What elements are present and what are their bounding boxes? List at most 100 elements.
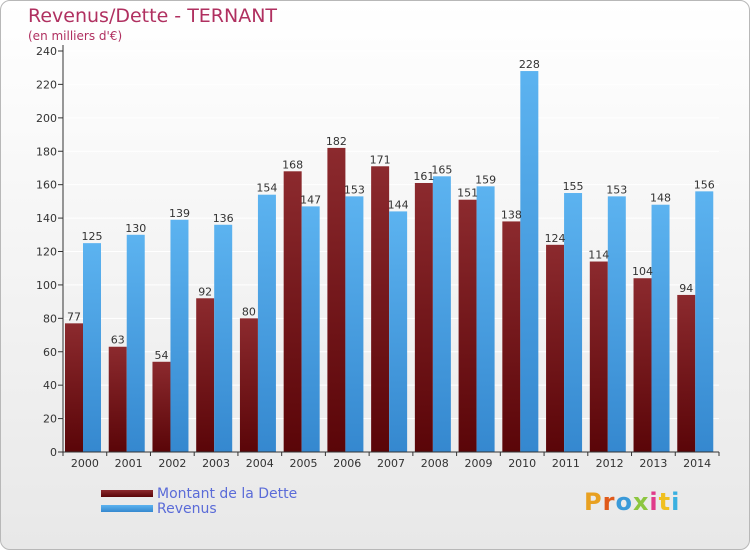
data-label-revenus: 148 [650, 192, 671, 205]
logo-letter: i [649, 488, 659, 516]
x-tick-label: 2003 [202, 457, 230, 470]
bar-revenus [126, 234, 145, 452]
data-label-revenus: 153 [606, 183, 627, 196]
data-label-debt: 114 [588, 249, 609, 262]
bar-revenus [432, 176, 451, 452]
logo-letter: i [671, 488, 681, 516]
data-label-revenus: 147 [300, 193, 321, 206]
data-label-debt: 168 [282, 158, 303, 171]
logo-letter: P [584, 488, 603, 516]
bar-debt [502, 221, 521, 452]
bar-debt [589, 261, 608, 452]
x-tick-label: 2004 [246, 457, 274, 470]
x-tick-label: 2007 [377, 457, 405, 470]
y-tick-label: 120 [36, 246, 57, 259]
bar-debt [371, 166, 390, 452]
data-label-revenus: 139 [169, 207, 190, 220]
data-label-debt: 161 [413, 170, 434, 183]
data-label-revenus: 228 [519, 58, 540, 71]
data-label-revenus: 153 [344, 183, 365, 196]
data-label-debt: 92 [198, 285, 212, 298]
data-label-debt: 54 [154, 349, 168, 362]
data-label-debt: 80 [242, 305, 256, 318]
x-tick-label: 2000 [71, 457, 99, 470]
bar-debt [458, 199, 477, 452]
y-tick-label: 140 [36, 212, 57, 225]
y-tick-label: 240 [36, 45, 57, 58]
bar-revenus [257, 194, 276, 453]
data-label-debt: 94 [679, 282, 693, 295]
logo-letter: r [602, 488, 616, 516]
data-label-debt: 182 [326, 135, 347, 148]
x-tick-label: 2013 [639, 457, 667, 470]
bar-revenus [607, 196, 626, 452]
data-label-revenus: 136 [213, 212, 234, 225]
bar-debt [239, 318, 258, 452]
data-label-revenus: 144 [388, 198, 409, 211]
x-tick-label: 2001 [115, 457, 143, 470]
y-tick-label: 200 [36, 112, 57, 125]
bar-debt [196, 298, 215, 452]
bar-debt [546, 244, 565, 452]
logo-letter: x [632, 488, 650, 516]
x-tick-label: 2005 [290, 457, 318, 470]
bar-debt [677, 294, 696, 452]
bar-debt [65, 323, 83, 452]
bar-debt [283, 171, 302, 453]
y-tick-label: 40 [43, 379, 57, 392]
logo-letter: t [658, 488, 672, 516]
data-label-revenus: 159 [475, 173, 496, 186]
bar-revenus [214, 224, 233, 452]
chart-title: Revenus/Dette - TERNANT [28, 5, 278, 27]
bar-revenus [389, 211, 408, 452]
legend-label-debt: Montant de la Dette [157, 486, 298, 502]
y-tick-label: 60 [43, 346, 57, 359]
bar-debt [108, 346, 127, 452]
y-tick-label: 100 [36, 279, 57, 292]
logo-letter: o [615, 488, 633, 516]
data-label-debt: 124 [545, 232, 566, 245]
data-label-debt: 63 [111, 334, 125, 347]
legend-swatch-debt [101, 490, 153, 497]
data-label-revenus: 165 [431, 163, 452, 176]
y-tick-label: 180 [36, 145, 57, 158]
bar-revenus [520, 71, 539, 453]
y-tick-label: 20 [43, 413, 57, 426]
data-label-debt: 77 [67, 310, 81, 323]
x-tick-label: 2006 [333, 457, 361, 470]
chart-subtitle: (en milliers d'€) [28, 29, 123, 43]
x-tick-label: 2014 [683, 457, 711, 470]
data-label-revenus: 155 [563, 180, 584, 193]
bar-revenus [301, 206, 320, 452]
data-label-debt: 151 [457, 187, 478, 200]
y-tick-label: 80 [43, 312, 57, 325]
data-label-revenus: 156 [694, 178, 715, 191]
bar-debt [327, 147, 346, 453]
x-tick-label: 2010 [508, 457, 536, 470]
data-label-revenus: 125 [82, 230, 103, 243]
bar-revenus [651, 204, 670, 452]
bar-revenus [476, 186, 495, 452]
x-tick-label: 2011 [552, 457, 580, 470]
x-tick-label: 2002 [158, 457, 186, 470]
data-label-revenus: 154 [256, 182, 277, 195]
data-label-debt: 171 [370, 153, 391, 166]
x-tick-label: 2012 [596, 457, 624, 470]
bar-revenus [564, 193, 583, 453]
y-tick-label: 220 [36, 78, 57, 91]
legend-label-revenus: Revenus [157, 501, 217, 517]
proxiti-logo: Proxiti [584, 488, 680, 516]
data-label-debt: 104 [632, 265, 653, 278]
data-label-revenus: 130 [125, 222, 146, 235]
bar-debt [633, 278, 652, 452]
y-tick-label: 160 [36, 179, 57, 192]
y-tick-label: 0 [50, 446, 57, 459]
x-tick-label: 2008 [421, 457, 449, 470]
bar-revenus [345, 196, 364, 452]
bar-debt [152, 361, 171, 452]
bar-debt [414, 182, 433, 452]
bar-revenus [83, 243, 101, 452]
bar-revenus [170, 219, 189, 452]
